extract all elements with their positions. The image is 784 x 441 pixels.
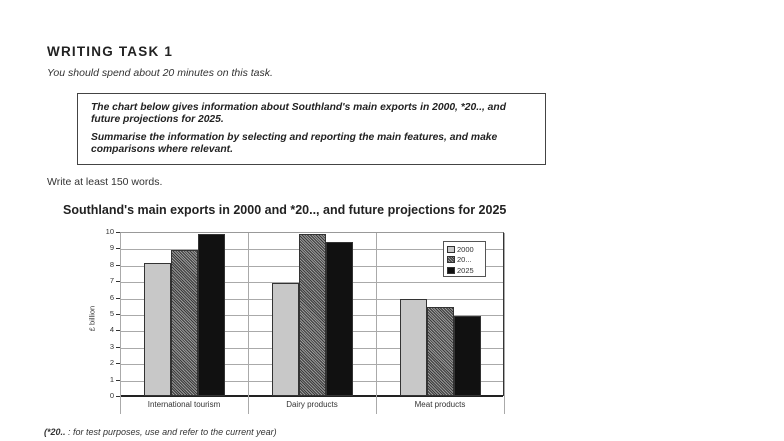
y-tick-mark (116, 330, 120, 332)
x-axis-line (120, 395, 503, 397)
legend-item: 2025 (447, 265, 482, 276)
y-tick-label: 9 (109, 243, 114, 253)
y-tick-label: 0 (109, 391, 114, 400)
y-tick-mark (116, 379, 120, 381)
chart-legend: 2000 20... 2025 (443, 241, 486, 277)
x-category-label: International tourism (147, 400, 221, 409)
task-heading: WRITING TASK 1 (47, 44, 174, 59)
bar-international-tourism-20 (170, 250, 198, 396)
legend-label: 2025 (457, 265, 474, 275)
bar-meat-products-20 (426, 307, 454, 396)
gridline-vertical (504, 233, 505, 414)
footnote-marker: (*20.. (44, 427, 66, 437)
chart-title: Southland's main exports in 2000 and *20… (63, 203, 507, 217)
y-tick-mark (116, 346, 120, 348)
footnote-text: : for test purposes, use and refer to th… (65, 427, 277, 437)
y-tick-mark (116, 232, 120, 233)
word-requirement: Write at least 150 words. (47, 176, 163, 188)
y-tick-mark (116, 281, 120, 283)
footnote: (*20.. : for test purposes, use and refe… (44, 427, 277, 437)
gridline-vertical (376, 233, 377, 414)
gridline-vertical (248, 233, 249, 414)
legend-swatch-icon (447, 245, 455, 253)
legend-swatch-icon (447, 256, 455, 264)
bar-meat-products-2000 (399, 299, 427, 396)
bar-dairy-products-2025 (325, 241, 353, 396)
y-tick-label: 7 (109, 276, 114, 286)
y-tick-label: 2 (109, 358, 114, 368)
prompt-instruction: Summarise the information by selecting a… (91, 132, 498, 155)
legend-label: 20... (457, 255, 472, 265)
prompt-description: The chart below gives information about … (91, 102, 506, 125)
y-tick-mark (116, 314, 120, 315)
y-tick-mark (116, 363, 120, 365)
legend-item: 20... (447, 255, 482, 266)
bar-dairy-products-2000 (271, 282, 299, 396)
bar-meat-products-2025 (453, 315, 481, 396)
y-tick-mark (116, 248, 120, 250)
y-tick-mark (116, 396, 120, 397)
y-tick-mark (116, 297, 120, 299)
y-tick-label: 10 (105, 227, 114, 236)
x-category-label: Meat products (414, 400, 466, 409)
bar-dairy-products-20 (298, 233, 326, 396)
plot-area (120, 232, 505, 414)
x-category-label: Dairy products (286, 400, 338, 409)
legend-swatch-icon (447, 266, 455, 274)
y-axis-label: £ billion (87, 305, 97, 332)
gridline-vertical (120, 233, 121, 414)
task-prompt-box: The chart below gives information about … (77, 93, 546, 165)
time-instruction: You should spend about 20 minutes on thi… (47, 67, 273, 79)
y-tick-mark (116, 264, 120, 266)
legend-label: 2000 (457, 244, 474, 254)
y-tick-label: 4 (109, 325, 114, 335)
y-tick-label: 6 (109, 292, 114, 302)
y-tick-label: 8 (109, 259, 114, 269)
y-tick-label: 3 (109, 341, 114, 351)
legend-item: 2000 (447, 244, 482, 255)
y-tick-label: 5 (109, 309, 114, 318)
bar-international-tourism-2000 (143, 263, 171, 396)
bar-international-tourism-2025 (197, 233, 225, 396)
y-tick-label: 1 (109, 374, 114, 384)
